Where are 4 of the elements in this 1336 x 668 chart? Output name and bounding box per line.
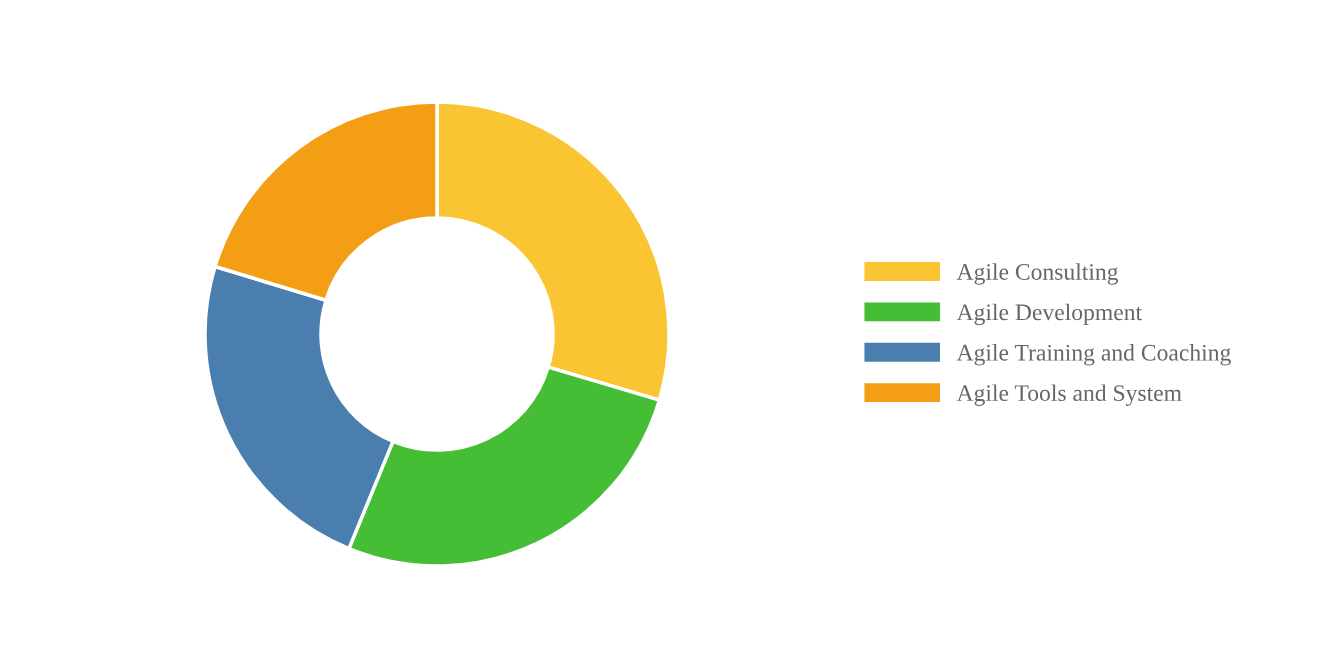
legend-label: Agile Consulting <box>956 263 1119 285</box>
legend-label: Agile Development <box>956 303 1142 326</box>
legend-label: Agile Training and Coaching <box>956 344 1231 366</box>
legend-label: Agile Tools and System <box>956 384 1182 406</box>
